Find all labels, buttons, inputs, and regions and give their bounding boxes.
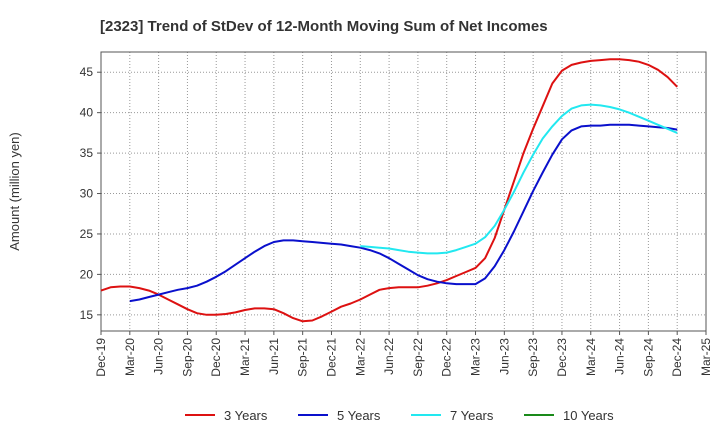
x-tick-label: Jun-20	[152, 338, 166, 375]
x-tick-label: Sep-22	[411, 338, 425, 377]
x-tick-label: Mar-25	[699, 338, 713, 376]
y-tick-label: 35	[80, 146, 94, 160]
y-tick-label: 45	[80, 65, 94, 79]
legend-label-3-years: 3 Years	[224, 408, 268, 423]
legend-label-5-years: 5 Years	[337, 408, 381, 423]
x-tick-label: Sep-21	[296, 338, 310, 377]
x-tick-label: Dec-20	[209, 338, 223, 377]
y-axis-ticks: 15 20 25 30 35 40 45	[80, 65, 101, 322]
x-tick-label: Dec-23	[555, 338, 569, 377]
y-tick-label: 30	[80, 187, 94, 201]
series-line-5-years	[129, 123, 678, 303]
y-tick-label: 15	[80, 308, 94, 322]
x-tick-label: Mar-24	[584, 338, 598, 376]
legend-label-7-years: 7 Years	[450, 408, 494, 423]
y-tick-label: 20	[80, 267, 94, 281]
x-tick-label: Jun-22	[382, 338, 396, 375]
series-line-3-years	[100, 58, 678, 323]
legend-label-10-years: 10 Years	[563, 408, 614, 423]
x-tick-label: Jun-24	[613, 338, 627, 375]
series-line-7-years	[360, 103, 678, 255]
x-tick-label: Dec-24	[670, 338, 684, 377]
x-tick-label: Sep-24	[641, 338, 655, 377]
x-tick-label: Jun-23	[497, 338, 511, 375]
x-tick-label: Mar-22	[353, 338, 367, 376]
x-tick-label: Dec-19	[94, 338, 108, 377]
x-tick-label: Jun-21	[267, 338, 281, 375]
chart-gridlines	[101, 52, 706, 331]
plot-area	[100, 51, 707, 332]
chart-title: [2323] Trend of StDev of 12-Month Moving…	[100, 18, 548, 35]
y-tick-label: 25	[80, 227, 94, 241]
chart-legend: 3 Years 5 Years 7 Years 10 Years	[185, 408, 614, 423]
x-axis-ticks: Dec-19 Mar-20 Jun-20 Sep-20 Dec-20 Mar-21 Jun-…	[94, 331, 713, 377]
x-tick-label: Mar-23	[469, 338, 483, 376]
chart-series	[100, 58, 678, 323]
x-tick-label: Sep-20	[180, 338, 194, 377]
x-tick-label: Mar-20	[123, 338, 137, 376]
x-tick-label: Mar-21	[238, 338, 252, 376]
y-axis-label: Amount (million yen)	[7, 132, 22, 251]
x-tick-label: Sep-23	[526, 338, 540, 377]
y-tick-label: 40	[80, 106, 94, 120]
x-tick-label: Dec-22	[440, 338, 454, 377]
x-tick-label: Dec-21	[324, 338, 338, 377]
